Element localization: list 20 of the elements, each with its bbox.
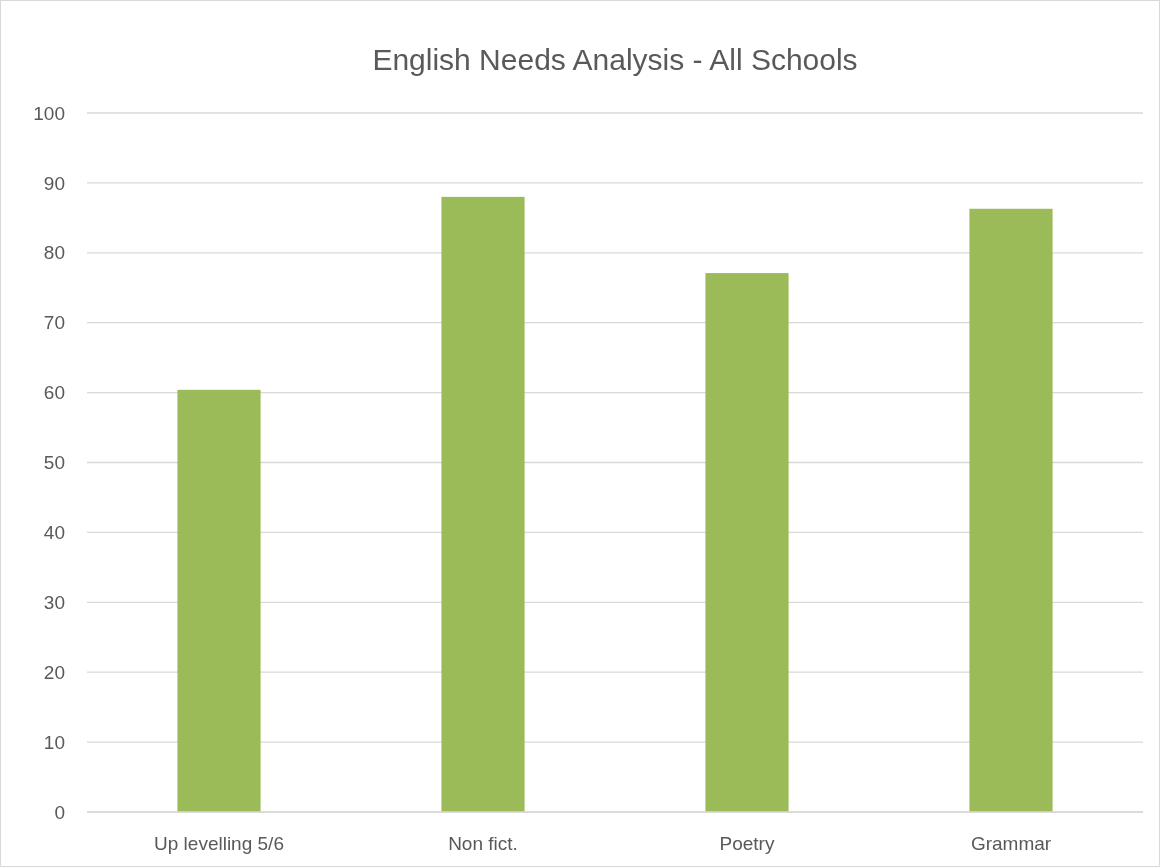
y-tick-label: 70 [43, 312, 65, 334]
x-tick-label: Non fict. [448, 832, 518, 854]
y-tick-label: 30 [43, 591, 65, 613]
y-tick-label: 20 [43, 661, 65, 683]
y-tick-label: 10 [43, 731, 65, 753]
x-tick-label: Grammar [970, 832, 1052, 854]
x-tick-label: Poetry [719, 832, 775, 854]
y-tick-label: 100 [33, 102, 65, 124]
chart-title: English Needs Analysis - All Schools [372, 43, 858, 76]
x-tick-label: Up levelling 5/6 [154, 832, 284, 854]
bar [441, 196, 525, 812]
y-tick-label: 50 [43, 452, 65, 474]
bar [969, 208, 1053, 812]
bar [705, 273, 789, 812]
bar [177, 389, 261, 812]
y-tick-label: 40 [43, 522, 65, 544]
y-tick-label: 90 [43, 172, 65, 194]
y-tick-label: 60 [43, 382, 65, 404]
y-tick-label: 0 [54, 801, 65, 823]
y-tick-label: 80 [43, 242, 65, 264]
